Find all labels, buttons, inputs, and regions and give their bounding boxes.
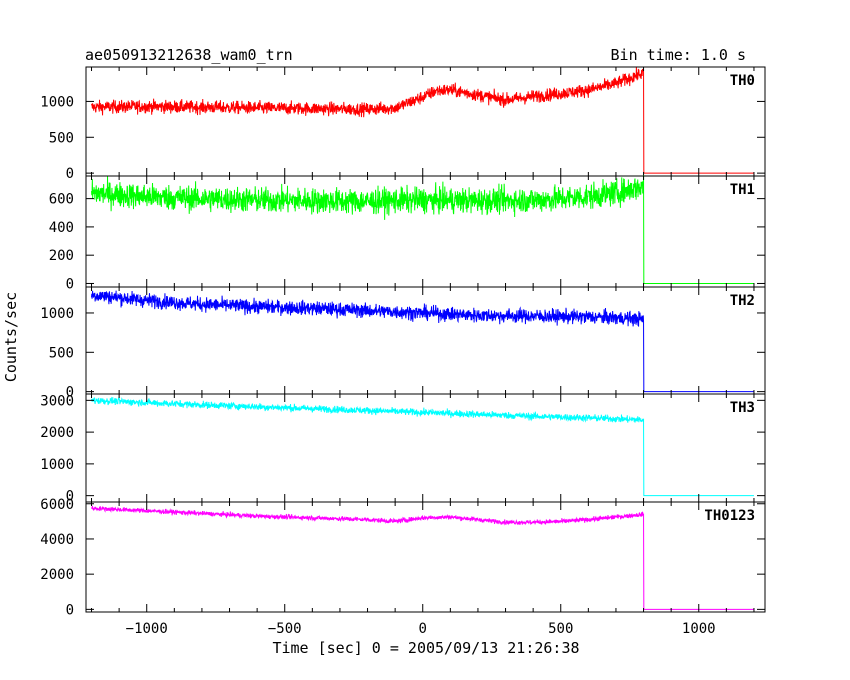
y-axis-label: Counts/sec <box>2 292 20 382</box>
y-tick-label: 400 <box>49 220 74 236</box>
panel-frame <box>85 66 766 177</box>
y-tick-label: 0 <box>66 385 74 401</box>
panel-label: TH0 <box>730 73 755 89</box>
y-tick-label: 0 <box>66 489 74 505</box>
y-tick-label: 1000 <box>40 457 74 473</box>
panel-th0123: TH0123 0 2000 4000 6000 −1000 −500 0 500 1000 <box>40 497 766 637</box>
x-axis-label: Time [sec] 0 = 2005/09/13 21:26:38 <box>272 639 579 657</box>
y-tick-label: 500 <box>49 130 74 146</box>
y-tick-label: 200 <box>49 248 74 264</box>
x-tick-label: 500 <box>548 621 573 637</box>
y-tick-label: 1000 <box>40 306 74 322</box>
y-tick-label: 0 <box>66 602 74 618</box>
y-tick-label: 2000 <box>40 425 74 441</box>
panel-th2: TH2 0 500 1000 <box>40 286 766 401</box>
series-th2 <box>91 290 754 393</box>
panel-th3: TH3 0 1000 2000 3000 <box>40 393 766 505</box>
series-th3 <box>91 396 754 497</box>
y-tick-label: 0 <box>66 166 74 182</box>
panel-th0: TH0 0 500 1000 <box>40 66 766 182</box>
x-tick-label: −500 <box>268 621 302 637</box>
y-tick-label: 0 <box>66 276 74 292</box>
panel-label: TH0123 <box>704 508 755 524</box>
y-tick-label: 600 <box>49 192 74 208</box>
panel-label: TH2 <box>730 293 755 309</box>
series-th1 <box>91 175 754 284</box>
x-tick-label: 1000 <box>682 621 716 637</box>
panels: TH0 0 500 1000 TH1 0 200 400 600 TH2 0 500 1000 TH3 0 1… <box>40 66 766 637</box>
panel-frame <box>85 501 766 613</box>
x-tick-label: 0 <box>419 621 427 637</box>
chart-title: ae050913212638_wam0_trn <box>85 46 293 64</box>
y-tick-label: 2000 <box>40 567 74 583</box>
series-th0123 <box>91 505 754 610</box>
y-tick-label: 1000 <box>40 94 74 110</box>
y-tick-label: 6000 <box>40 497 74 513</box>
series-th0 <box>91 66 754 174</box>
bin-time-label: Bin time: 1.0 s <box>611 46 746 64</box>
x-tick-label: −1000 <box>126 621 168 637</box>
y-tick-label: 500 <box>49 345 74 361</box>
panel-th1: TH1 0 200 400 600 <box>49 175 766 292</box>
y-tick-label: 4000 <box>40 532 74 548</box>
y-tick-label: 3000 <box>40 393 74 409</box>
panel-label: TH3 <box>730 400 755 416</box>
panel-label: TH1 <box>730 182 755 198</box>
